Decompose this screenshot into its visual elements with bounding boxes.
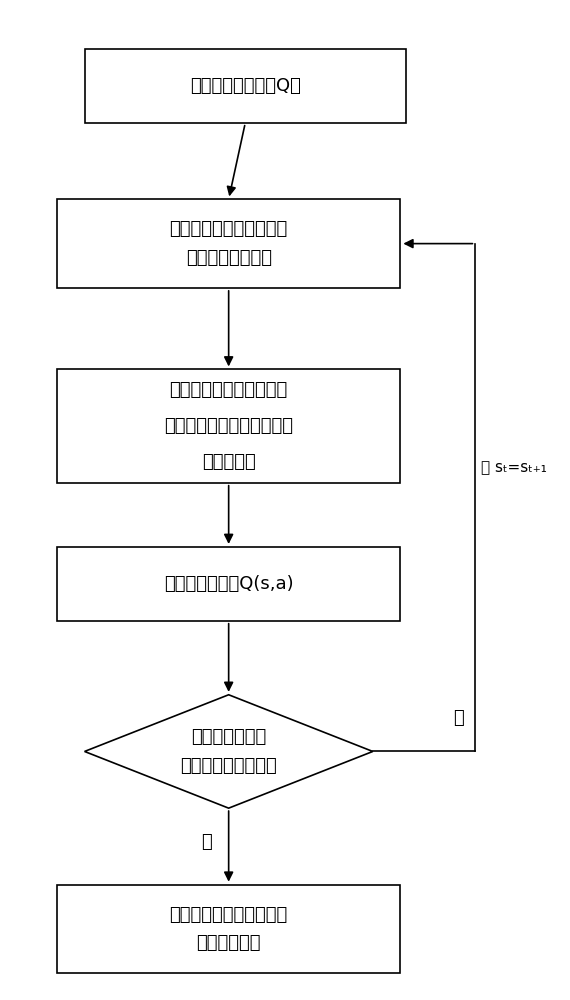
Polygon shape [84,695,373,808]
Text: 当前时刻燃油流量: 当前时刻燃油流量 [186,249,272,267]
Bar [84,49,406,123]
Bar [57,885,401,973]
Text: 确定变循环航空发动机的: 确定变循环航空发动机的 [169,220,288,238]
Bar [57,369,401,483]
Text: 令 sₜ=sₜ₊₁: 令 sₜ=sₜ₊₁ [481,460,547,475]
Text: 分配至变循环航空发动机的: 分配至变循环航空发动机的 [164,417,293,435]
Text: 将所述当前时刻燃油流量: 将所述当前时刻燃油流量 [169,381,288,399]
Text: 初始化环境，创建Q表: 初始化环境，创建Q表 [190,77,301,95]
Text: 更新动作値函数Q(s,a): 更新动作値函数Q(s,a) [164,575,294,593]
Bar [57,547,401,621]
Text: 是: 是 [453,709,464,727]
Text: 否: 否 [201,833,212,851]
Text: 推力控制训练: 推力控制训练 [197,934,261,952]
Text: 完成变循环航空发动机的: 完成变循环航空发动机的 [169,906,288,924]
Text: 推力控制器: 推力控制器 [202,453,255,471]
Text: 判断平均奖励値: 判断平均奖励値 [191,728,266,746]
Text: 是否小于目标奖励値: 是否小于目标奖励値 [180,757,277,775]
Bar [57,199,401,288]
